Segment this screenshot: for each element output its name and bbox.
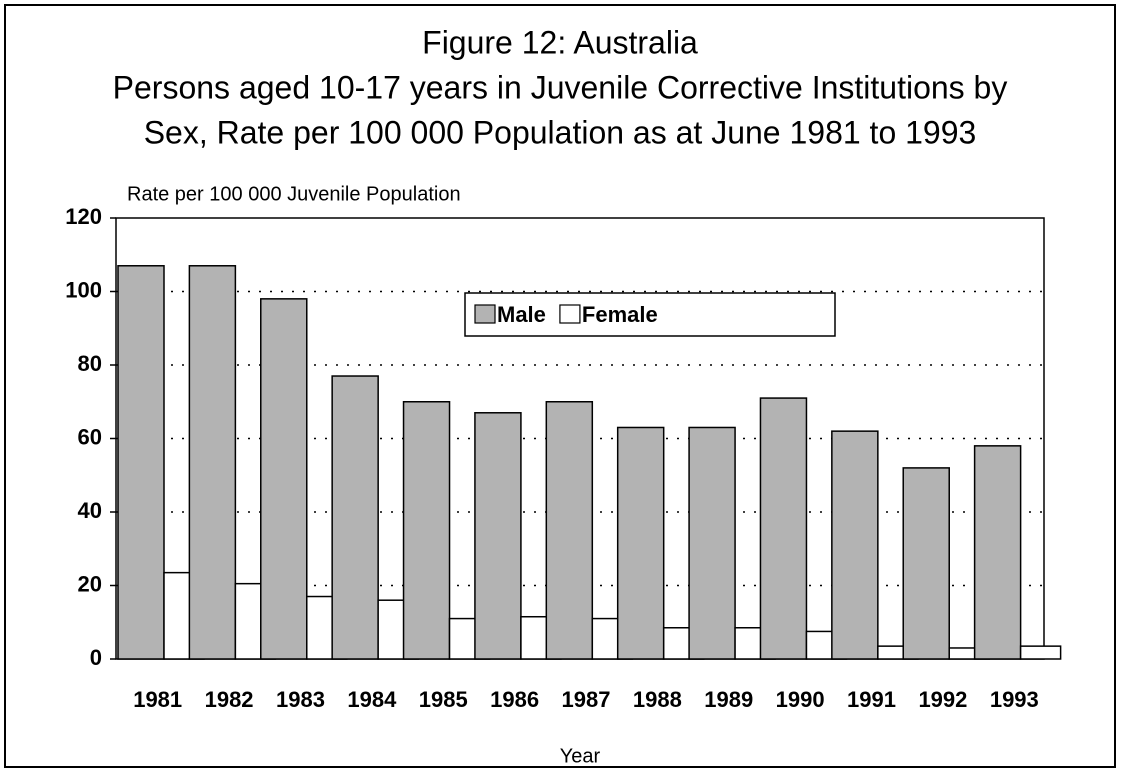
legend-swatch — [559, 304, 581, 324]
y-tick-label: 60 — [78, 424, 102, 449]
bar — [831, 430, 879, 660]
bar — [117, 265, 165, 660]
x-tick-label: 1985 — [419, 687, 468, 712]
x-tick-label: 1981 — [133, 687, 182, 712]
bar — [1019, 645, 1062, 660]
bar — [616, 426, 665, 660]
y-tick-label: 40 — [78, 498, 102, 523]
y-tick-label: 100 — [65, 277, 102, 302]
y-tick-label: 20 — [78, 571, 102, 596]
bar — [260, 298, 308, 660]
x-tick-label: 1987 — [562, 687, 611, 712]
x-axis-label: Year — [560, 745, 601, 767]
frame — [4, 4, 1116, 768]
bar — [188, 265, 237, 660]
y-tick-label: 80 — [78, 351, 102, 376]
legend-label: Male — [497, 302, 546, 327]
bar — [474, 412, 522, 660]
bar — [973, 445, 1022, 660]
x-tick-label: 1983 — [276, 687, 325, 712]
x-tick-label: 1989 — [704, 687, 753, 712]
chart-subtitle: Persons aged 10-17 years in Juvenile Cor… — [113, 69, 1008, 105]
bar — [759, 397, 808, 660]
x-tick-label: 1992 — [918, 687, 967, 712]
x-tick-label: 1988 — [633, 687, 682, 712]
bar — [545, 401, 594, 660]
bar — [402, 401, 451, 660]
chart-title: Figure 12: Australia — [422, 24, 698, 60]
x-tick-label: 1993 — [990, 687, 1039, 712]
y-tick-label: 120 — [65, 204, 102, 229]
legend-swatch — [474, 304, 496, 324]
y-axis-label: Rate per 100 000 Juvenile Population — [127, 183, 461, 205]
x-tick-label: 1982 — [205, 687, 254, 712]
bar — [688, 426, 736, 660]
bar — [902, 467, 950, 660]
y-tick-label: 0 — [90, 645, 102, 670]
x-tick-label: 1986 — [490, 687, 539, 712]
bar — [331, 375, 379, 660]
chart-subtitle: Sex, Rate per 100 000 Population as at J… — [144, 114, 977, 150]
legend-box — [464, 292, 836, 337]
legend-label: Female — [582, 302, 658, 327]
x-tick-label: 1991 — [847, 687, 896, 712]
x-tick-label: 1990 — [776, 687, 825, 712]
x-tick-label: 1984 — [347, 687, 397, 712]
